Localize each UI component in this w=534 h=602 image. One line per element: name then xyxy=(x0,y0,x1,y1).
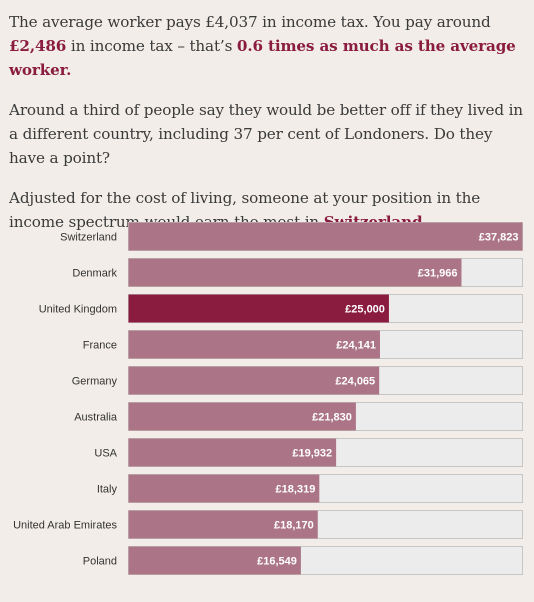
tax-ratio: 0.6 times as much as the average worker. xyxy=(9,37,516,79)
value-label-france: £24,141 xyxy=(336,340,376,352)
intro-text: The average worker pays £4,037 in income… xyxy=(0,0,524,234)
value-label-usa: £19,932 xyxy=(292,448,332,460)
better-off-paragraph: Around a third of people say they would … xyxy=(9,101,523,167)
category-label-poland: Poland xyxy=(83,556,117,568)
value-label-australia: £21,830 xyxy=(312,412,352,424)
bar-usa xyxy=(128,438,337,467)
bar-australia xyxy=(128,402,356,431)
category-label-united-arab-emirates: United Arab Emirates xyxy=(13,520,117,532)
chart-svg: Switzerland £37,823 Denmark £31,966 United K… xyxy=(13,222,523,575)
user-tax-amount: £2,486 xyxy=(9,37,67,55)
bar-united-kingdom xyxy=(128,294,389,323)
bar-switzerland xyxy=(128,222,523,251)
bar-germany xyxy=(128,366,380,395)
bar-france xyxy=(128,330,380,359)
income-bar-chart: Switzerland £37,823 Denmark £31,966 United K… xyxy=(0,220,534,582)
value-label-united-kingdom: £25,000 xyxy=(345,304,385,316)
bar-denmark xyxy=(128,258,462,287)
tax-text: The average worker pays £4,037 in income… xyxy=(9,13,491,31)
value-label-italy: £18,319 xyxy=(276,484,316,496)
value-label-poland: £16,549 xyxy=(257,556,297,568)
tax-text-cont: in income tax – that’s xyxy=(66,37,237,55)
category-label-usa: USA xyxy=(94,448,117,460)
category-label-switzerland: Switzerland xyxy=(60,232,117,244)
category-label-germany: Germany xyxy=(72,376,118,388)
category-label-united-kingdom: United Kingdom xyxy=(39,304,117,316)
value-label-denmark: £31,966 xyxy=(418,268,458,280)
category-label-italy: Italy xyxy=(97,484,118,496)
category-label-denmark: Denmark xyxy=(72,268,117,280)
bar-italy xyxy=(128,474,320,503)
value-label-germany: £24,065 xyxy=(335,376,375,388)
tax-comparison-paragraph: The average worker pays £4,037 in income… xyxy=(9,10,524,82)
category-label-australia: Australia xyxy=(74,412,118,424)
category-label-france: France xyxy=(83,340,117,352)
value-label-switzerland: £37,823 xyxy=(479,232,519,244)
bar-poland xyxy=(128,546,301,575)
bar-united-arab-emirates xyxy=(128,510,318,539)
value-label-united-arab-emirates: £18,170 xyxy=(274,520,314,532)
